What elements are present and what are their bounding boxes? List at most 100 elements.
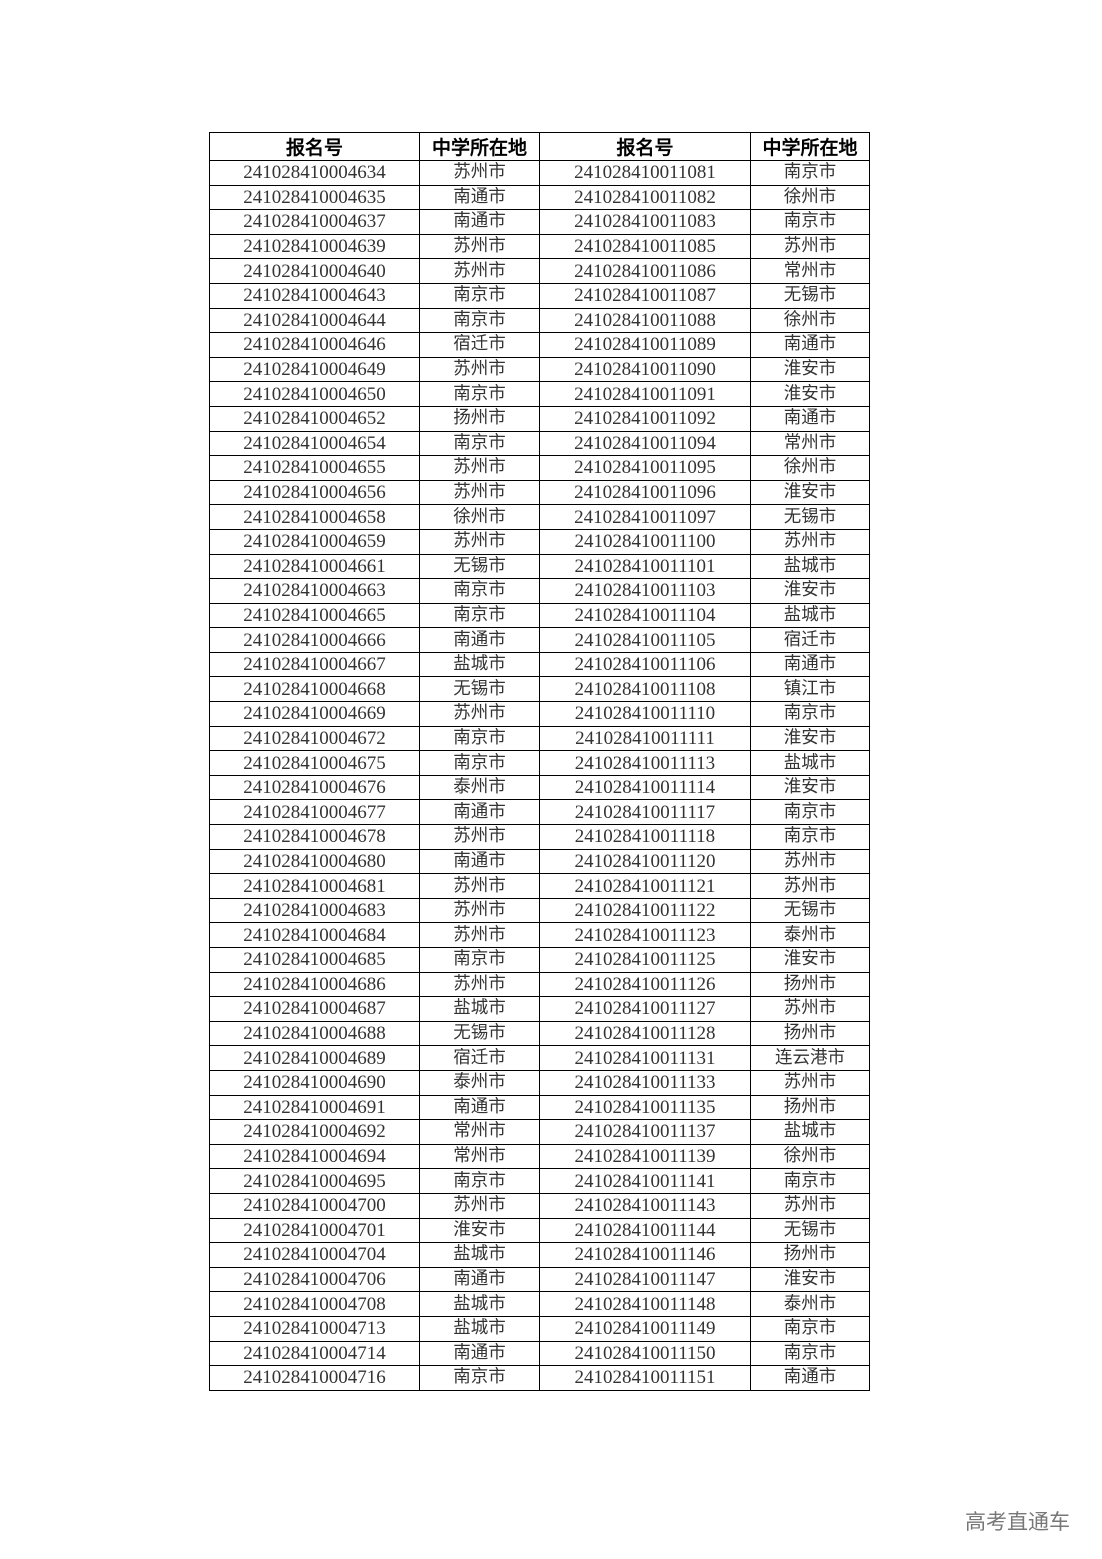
registration-number-cell: 241028410011088 [539,307,751,334]
table-row: 241028410004689 宿迁市 241028410011131 连云港市 [209,1045,870,1071]
registration-number-cell: 241028410011125 [539,947,751,973]
school-location-cell: 南通市 [750,332,870,358]
table-row: 241028410004644 南京市 241028410011088 徐州市 [209,307,870,334]
registration-number-cell: 241028410004713 [209,1315,420,1342]
registration-number-cell: 241028410011092 [539,405,751,432]
registration-number-cell: 241028410011122 [539,897,751,924]
registration-number-cell: 241028410011103 [539,578,751,604]
school-location-cell: 苏州市 [750,848,870,875]
table-row: 241028410004667 盐城市 241028410011106 南通市 [209,651,870,678]
school-location-cell: 徐州市 [750,455,870,481]
registration-number-cell: 241028410011133 [539,1069,751,1096]
registration-number-cell: 241028410011108 [539,676,751,703]
school-location-cell: 淮安市 [750,479,870,506]
school-location-cell: 苏州市 [750,528,870,555]
school-location-cell: 苏州市 [750,1069,870,1096]
registration-number-cell: 241028410004677 [209,799,420,826]
registration-number-cell: 241028410011110 [539,701,751,727]
school-location-cell: 无锡市 [750,282,870,309]
registration-number-cell: 241028410011148 [539,1291,751,1317]
registration-number-cell: 241028410004685 [209,947,420,973]
school-location-cell: 宿迁市 [750,627,870,653]
school-location-cell: 徐州市 [750,1143,870,1170]
school-location-cell: 南京市 [750,160,870,186]
school-location-cell: 南京市 [750,209,870,235]
school-location-cell: 苏州市 [419,1192,540,1219]
school-location-cell: 南京市 [750,824,870,850]
school-location-cell: 苏州市 [419,160,540,186]
school-location-cell: 盐城市 [419,1242,540,1268]
school-location-cell: 苏州市 [419,922,540,948]
registration-number-cell: 241028410011147 [539,1266,751,1293]
school-location-cell: 盐城市 [419,1291,540,1317]
registration-number-cell: 241028410004661 [209,553,420,580]
registration-number-cell: 241028410004643 [209,282,420,309]
school-location-cell: 泰州市 [750,922,870,948]
table-row: 241028410004646 宿迁市 241028410011089 南通市 [209,332,870,358]
table-row: 241028410004683 苏州市 241028410011122 无锡市 [209,897,870,924]
table-row: 241028410004635 南通市 241028410011082 徐州市 [209,184,870,211]
table-row: 241028410004637 南通市 241028410011083 南京市 [209,209,870,235]
table-row: 241028410004690 泰州市 241028410011133 苏州市 [209,1069,870,1096]
registration-number-cell: 241028410011150 [539,1340,751,1367]
registration-number-cell: 241028410004688 [209,1020,420,1047]
table-row: 241028410004688 无锡市 241028410011128 扬州市 [209,1020,870,1047]
school-location-cell: 南京市 [419,1168,540,1194]
table-row: 241028410004666 南通市 241028410011105 宿迁市 [209,627,870,653]
registration-number-cell: 241028410004655 [209,455,420,481]
table-row: 241028410004643 南京市 241028410011087 无锡市 [209,282,870,309]
school-location-cell: 徐州市 [750,307,870,334]
school-location-cell: 南京市 [419,307,540,334]
registration-number-cell: 241028410004646 [209,332,420,358]
registration-number-cell: 241028410011096 [539,479,751,506]
registration-number-cell: 241028410011100 [539,528,751,555]
table-row: 241028410004654 南京市 241028410011094 常州市 [209,430,870,457]
registration-number-cell: 241028410004716 [209,1365,420,1391]
school-location-cell: 南京市 [419,725,540,752]
school-location-cell: 盐城市 [419,1315,540,1342]
registration-number-cell: 241028410011091 [539,381,751,407]
school-location-cell: 苏州市 [419,528,540,555]
registration-number-cell: 241028410011086 [539,258,751,284]
table-row: 241028410004681 苏州市 241028410011121 苏州市 [209,873,870,899]
registration-number-cell: 241028410011121 [539,873,751,899]
school-location-cell: 南通市 [419,1340,540,1367]
school-location-cell: 苏州市 [419,479,540,506]
registration-number-cell: 241028410004654 [209,430,420,457]
school-location-cell: 盐城市 [750,750,870,776]
registration-number-cell: 241028410011146 [539,1242,751,1268]
registration-number-cell: 241028410004666 [209,627,420,653]
registration-number-cell: 241028410011127 [539,996,751,1022]
school-location-cell: 南京市 [419,947,540,973]
header-school-location: 中学所在地 [750,132,870,161]
school-location-cell: 泰州市 [750,1291,870,1317]
school-location-cell: 南通市 [419,627,540,653]
table-row: 241028410004695 南京市 241028410011141 南京市 [209,1168,870,1194]
school-location-cell: 宿迁市 [419,332,540,358]
table-row: 241028410004678 苏州市 241028410011118 南京市 [209,824,870,850]
header-row: 报名号 中学所在地 报名号 中学所在地 [209,132,870,161]
registration-number-cell: 241028410011085 [539,233,751,260]
school-location-cell: 扬州市 [750,1020,870,1047]
table-row: 241028410004677 南通市 241028410011117 南京市 [209,799,870,826]
table-row: 241028410004701 淮安市 241028410011144 无锡市 [209,1217,870,1244]
school-location-cell: 苏州市 [419,971,540,998]
table-row: 241028410004659 苏州市 241028410011100 苏州市 [209,528,870,555]
school-location-cell: 南京市 [750,701,870,727]
table-row: 241028410004691 南通市 241028410011135 扬州市 [209,1094,870,1121]
registration-number-cell: 241028410004701 [209,1217,420,1244]
table-row: 241028410004680 南通市 241028410011120 苏州市 [209,848,870,875]
school-location-cell: 盐城市 [419,996,540,1022]
registration-number-cell: 241028410011105 [539,627,751,653]
registration-number-cell: 241028410011143 [539,1192,751,1219]
table-row: 241028410004714 南通市 241028410011150 南京市 [209,1340,870,1367]
registration-number-cell: 241028410011114 [539,774,751,801]
registration-number-cell: 241028410011104 [539,602,751,629]
registration-number-cell: 241028410004691 [209,1094,420,1121]
school-location-cell: 淮安市 [750,947,870,973]
table-row: 241028410004634 苏州市 241028410011081 南京市 [209,160,870,186]
registration-number-cell: 241028410004695 [209,1168,420,1194]
registration-number-cell: 241028410004656 [209,479,420,506]
registration-number-cell: 241028410004708 [209,1291,420,1317]
registration-number-cell: 241028410011141 [539,1168,751,1194]
